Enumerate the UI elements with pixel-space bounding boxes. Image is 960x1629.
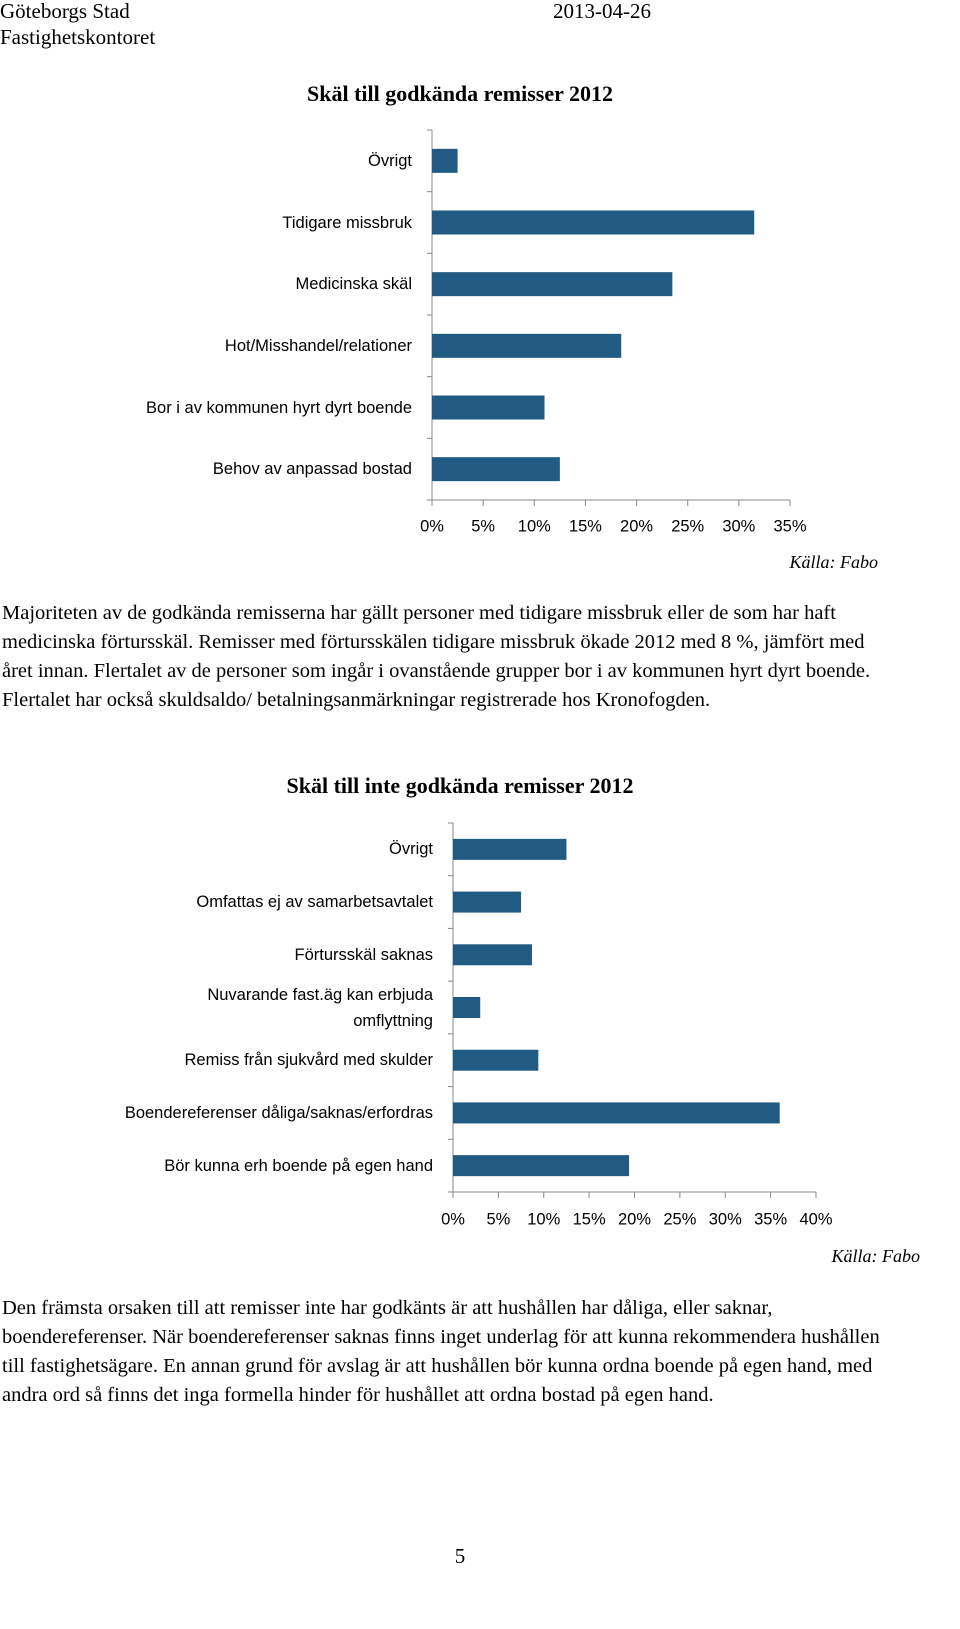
x-tick-label: 40% [799,1210,832,1228]
paragraph: Majoriteten av de godkända remisserna ha… [2,602,871,711]
bar [453,1102,780,1124]
category-label: Nuvarande fast.äg kan erbjuda omflyttnin… [207,985,433,1030]
x-tick-label: 25% [671,517,704,535]
x-tick-label: 10% [527,1210,560,1228]
x-tick-label: 20% [620,517,653,535]
bar [432,395,545,420]
bar [453,1049,539,1071]
bar [453,997,481,1018]
chart-title: Skäl till godkända remisser 2012 [306,81,613,106]
category-label: Bor i av kommunen hyrt dyrt boende [146,398,412,417]
source: Källa: Fabo [831,1246,921,1266]
category-label: Bör kunna erh boende på egen hand [164,1156,433,1175]
x-tick-label: 0% [441,1210,465,1228]
x-tick-label: 25% [663,1210,696,1228]
page-number: 5 [454,1544,466,1568]
x-tick-label: 5% [471,517,495,535]
x-tick-label: 15% [569,517,602,535]
category-label: Omfattas ej av samarbetsavtalet [196,893,433,912]
x-tick-label: 20% [618,1210,651,1228]
chart-title: Skäl till inte godkända remisser 2012 [286,773,634,798]
category-label: Boendereferenser dåliga/saknas/erfordras [124,1103,433,1122]
bar [432,148,458,173]
category-label: Tidigare missbruk [282,213,412,232]
bar [453,944,532,966]
x-tick-label: 30% [722,517,755,535]
x-tick-label: 5% [486,1210,510,1228]
paragraph: Den främsta orsaken till att remisser in… [2,1297,880,1406]
organization: Göteborgs Stad [0,0,130,23]
category-label: Behov av anpassad bostad [212,460,412,479]
x-tick-label: 35% [773,517,806,535]
department: Fastighetskontoret [0,25,156,49]
bar [432,333,622,358]
bar [453,891,522,913]
x-tick-label: 30% [709,1210,742,1228]
x-tick-label: 10% [518,517,551,535]
bar [432,272,673,297]
bar [453,1155,630,1177]
source: Källa: Fabo [789,552,879,572]
bar [432,210,755,235]
category-label: Medicinska skäl [295,275,412,294]
category-label: Förtursskäl saknas [294,945,433,964]
category-label: Övrigt [367,151,412,170]
x-tick-label: 0% [420,517,444,535]
x-tick-label: 35% [754,1210,787,1228]
x-tick-label: 15% [573,1210,606,1228]
date: 2013-04-26 [553,0,651,23]
category-label: Hot/Misshandel/relationer [224,336,412,355]
category-label: Remiss från sjukvård med skulder [184,1051,434,1070]
category-label: Övrigt [388,840,433,859]
bar [453,838,567,860]
bar [432,457,560,482]
